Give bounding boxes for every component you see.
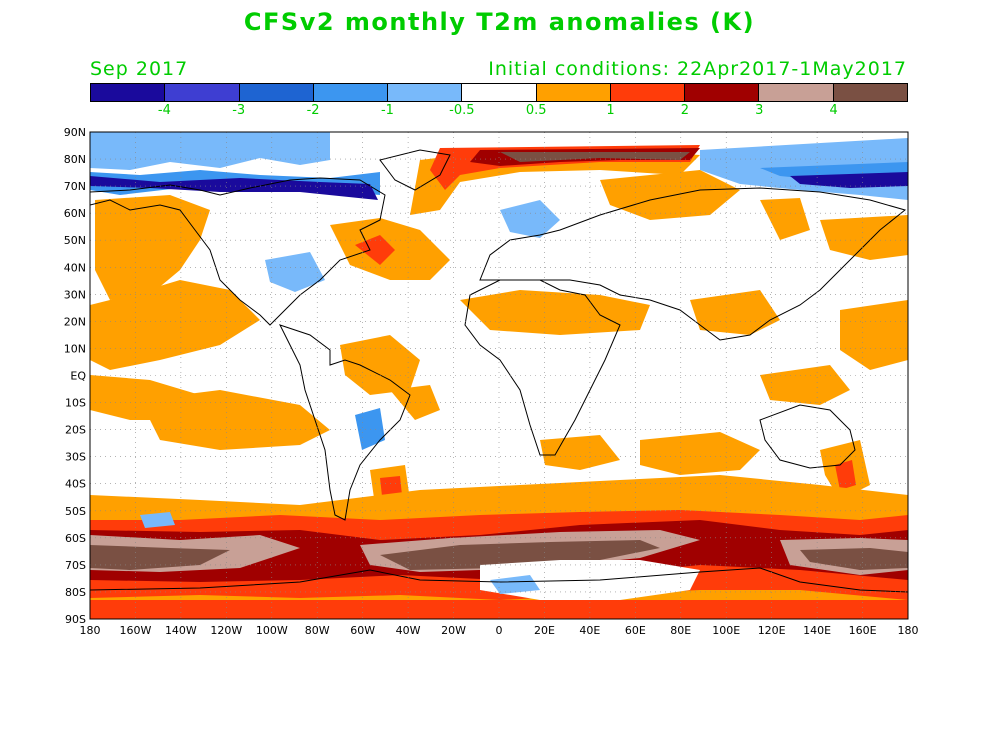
color-bar-swatch [239, 84, 314, 101]
latitude-label: 80S [65, 586, 86, 599]
anomaly-map: 90N 80N 70N 60N 50N 40N 30N 20N 10N EQ 10S 20S 30S 40… [0, 120, 999, 640]
color-bar-tick-label: -4 [157, 103, 171, 118]
anomaly-shading [90, 132, 908, 619]
color-bar-swatch [833, 84, 907, 101]
latitude-label: 70S [65, 559, 86, 572]
longitude-label: 140W [165, 624, 197, 637]
longitude-label: 60E [625, 624, 646, 637]
latitude-label: 10S [65, 397, 86, 410]
latitude-label: 70N [64, 180, 86, 193]
longitude-label: 60W [350, 624, 375, 637]
latitude-label: 30N [64, 288, 86, 301]
longitude-label: 100E [712, 624, 740, 637]
longitude-label: 140E [803, 624, 831, 637]
valid-month-label: Sep 2017 [90, 58, 189, 80]
latitude-label: 10N [64, 342, 86, 355]
longitude-label: 20W [441, 624, 466, 637]
color-bar-labels: -4 -3 -2 -1 -0.5 0.5 1 2 3 4 [0, 103, 999, 123]
color-bar [90, 83, 908, 102]
color-bar-swatch [91, 84, 166, 101]
color-bar-tick-label: 0.5 [525, 103, 547, 118]
longitude-label: 100W [256, 624, 288, 637]
latitude-label: 80N [64, 153, 86, 166]
longitude-labels: 180 160W 140W 120W 100W 80W 60W 40W 20W 0 20E 40E 60… [80, 624, 919, 637]
latitude-label: 60S [65, 532, 86, 545]
color-bar-tick-label: 1 [606, 103, 615, 118]
latitude-label: 90N [64, 126, 86, 139]
longitude-label: 40W [396, 624, 421, 637]
color-bar-swatch [685, 84, 760, 101]
longitude-label: 80W [305, 624, 330, 637]
latitude-label: 40N [64, 261, 86, 274]
map-frame [89, 131, 909, 620]
latitude-labels: 90N 80N 70N 60N 50N 40N 30N 20N 10N EQ 10S 20S 30S 40… [64, 126, 87, 626]
longitude-label: 20E [534, 624, 555, 637]
longitude-label: 180 [80, 624, 101, 637]
color-bar-swatch [313, 84, 389, 101]
color-bar-tick-label: -1 [380, 103, 394, 118]
chart-title: CFSv2 monthly T2m anomalies (K) [243, 8, 756, 36]
longitude-label: 160W [120, 624, 152, 637]
longitude-label: 0 [496, 624, 503, 637]
latitude-label: 30S [65, 451, 86, 464]
longitude-label: 180 [898, 624, 919, 637]
color-bar-swatch [610, 84, 686, 101]
latitude-label: 20N [64, 315, 86, 328]
color-bar-swatch [388, 84, 463, 101]
color-bar-swatch [165, 84, 240, 101]
latitude-label: 90S [65, 613, 86, 626]
color-bar-swatch [536, 84, 611, 101]
latitude-label: 50S [65, 505, 86, 518]
latitude-label: 20S [65, 424, 86, 437]
color-bar-swatch [462, 84, 537, 101]
color-bar-tick-label: 4 [829, 103, 838, 118]
color-bar-tick-label: -0.5 [449, 103, 475, 118]
latitude-label: 50N [64, 234, 86, 247]
color-bar-tick-label: -2 [306, 103, 320, 118]
longitude-label: 160E [849, 624, 877, 637]
graticule [90, 132, 908, 619]
map-svg: 90N 80N 70N 60N 50N 40N 30N 20N 10N EQ 10S 20S 30S 40… [64, 126, 919, 637]
color-bar-swatch [759, 84, 834, 101]
initial-conditions-label: Initial conditions: 22Apr2017-1May2017 [488, 58, 907, 80]
color-bar-tick-label: 3 [755, 103, 764, 118]
longitude-label: 40E [579, 624, 600, 637]
color-bar-tick-label: -3 [232, 103, 246, 118]
latitude-label: EQ [70, 370, 86, 383]
color-bar-tick-label: 2 [680, 103, 690, 118]
longitude-label: 80E [670, 624, 691, 637]
longitude-label: 120E [758, 624, 786, 637]
longitude-label: 120W [210, 624, 242, 637]
latitude-label: 60N [64, 207, 86, 220]
coastlines [90, 149, 908, 593]
latitude-label: 40S [65, 478, 86, 491]
